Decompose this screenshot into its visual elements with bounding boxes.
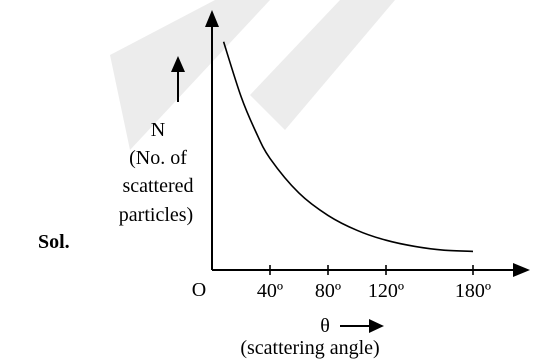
x-ticks <box>269 265 474 275</box>
y-axis-label-line-3: particles) <box>119 204 193 226</box>
y-axis-label-line-1: (No. of <box>129 147 187 169</box>
origin-label: O <box>192 279 206 301</box>
y-direction-arrowhead <box>171 56 185 72</box>
x-tick-label: 40º <box>257 280 283 302</box>
x-tick-labels: 40º 80º 120º 180º <box>257 280 491 302</box>
y-axis-label: N (No. of scattered particles) <box>119 56 194 226</box>
x-axis-symbol: θ <box>320 315 330 337</box>
x-tick-label: 180º <box>455 280 491 302</box>
x-tick-label: 80º <box>315 280 341 302</box>
axes <box>205 10 530 277</box>
solution-label: Sol. <box>38 231 70 253</box>
x-tick-label: 120º <box>368 280 404 302</box>
x-axis-description: (scattering angle) <box>240 337 379 359</box>
x-direction-arrowhead <box>369 319 384 333</box>
y-axis-symbol: N <box>151 119 165 141</box>
y-axis-label-line-2: scattered <box>122 175 193 197</box>
y-axis-arrowhead <box>205 10 219 27</box>
scattering-curve <box>222 41 474 253</box>
x-axis-label: θ (scattering angle) <box>240 315 384 359</box>
x-axis-arrowhead <box>513 263 530 277</box>
